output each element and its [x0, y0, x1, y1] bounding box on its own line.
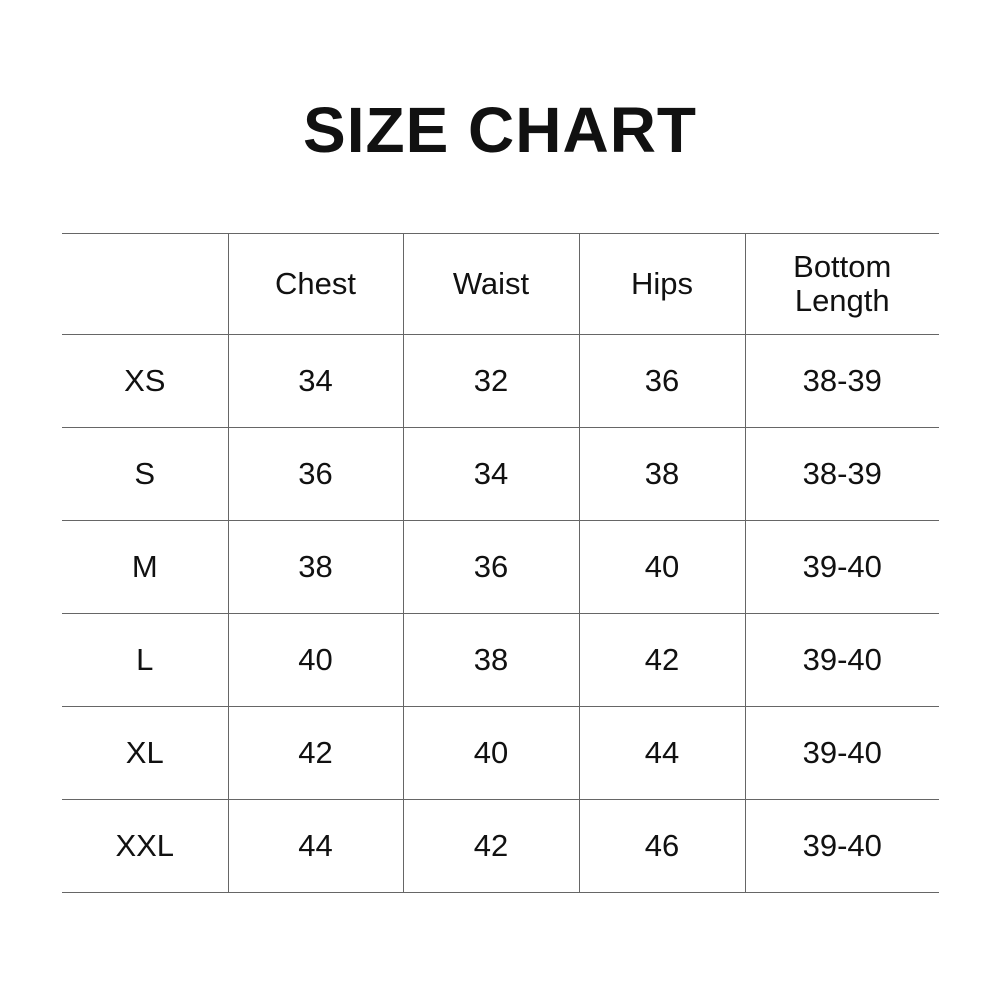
measurement-cell: 42 [578, 613, 745, 707]
measurement-cell: 36 [227, 427, 403, 521]
page-title: SIZE CHART [303, 94, 697, 166]
measurement-cell: 39-40 [744, 799, 939, 893]
measurement-cell: 38-39 [744, 334, 939, 428]
measurement-cell: 38 [402, 613, 579, 707]
measurement-cell: 38-39 [744, 427, 939, 521]
measurement-cell: 42 [402, 799, 579, 893]
measurement-cell: 44 [578, 706, 745, 800]
column-header: Waist [402, 233, 579, 335]
measurement-cell: 40 [578, 520, 745, 614]
table-row: XS 34 32 36 38-39 [62, 334, 939, 428]
size-label: S [62, 427, 228, 521]
measurement-cell: 40 [227, 613, 403, 707]
size-label: L [62, 613, 228, 707]
table-row: S 36 34 38 38-39 [62, 427, 939, 521]
measurement-cell: 44 [227, 799, 403, 893]
measurement-cell: 38 [578, 427, 745, 521]
size-label: M [62, 520, 228, 614]
table-row: M 38 36 40 39-40 [62, 520, 939, 614]
size-label: XXL [62, 799, 228, 893]
measurement-cell: 32 [402, 334, 579, 428]
measurement-cell: 39-40 [744, 613, 939, 707]
measurement-cell: 38 [227, 520, 403, 614]
measurement-cell: 39-40 [744, 706, 939, 800]
measurement-cell: 46 [578, 799, 745, 893]
measurement-cell: 34 [402, 427, 579, 521]
measurement-cell: 42 [227, 706, 403, 800]
measurement-cell: 39-40 [744, 520, 939, 614]
size-label: XS [62, 334, 228, 428]
column-header: Chest [227, 233, 403, 335]
column-header: Bottom Length [744, 233, 939, 335]
measurement-cell: 36 [402, 520, 579, 614]
table-row: L 40 38 42 39-40 [62, 613, 939, 707]
table-row: XL 42 40 44 39-40 [62, 706, 939, 800]
column-header: Hips [578, 233, 745, 335]
table-row: XXL 44 42 46 39-40 [62, 799, 939, 893]
measurement-cell: 34 [227, 334, 403, 428]
size-chart-table: Chest Waist Hips Bottom Length XS 34 32 36 38-39… [62, 233, 939, 893]
column-header [62, 233, 228, 335]
header-row: Chest Waist Hips Bottom Length [62, 233, 939, 335]
size-label: XL [62, 706, 228, 800]
measurement-cell: 36 [578, 334, 745, 428]
measurement-cell: 40 [402, 706, 579, 800]
